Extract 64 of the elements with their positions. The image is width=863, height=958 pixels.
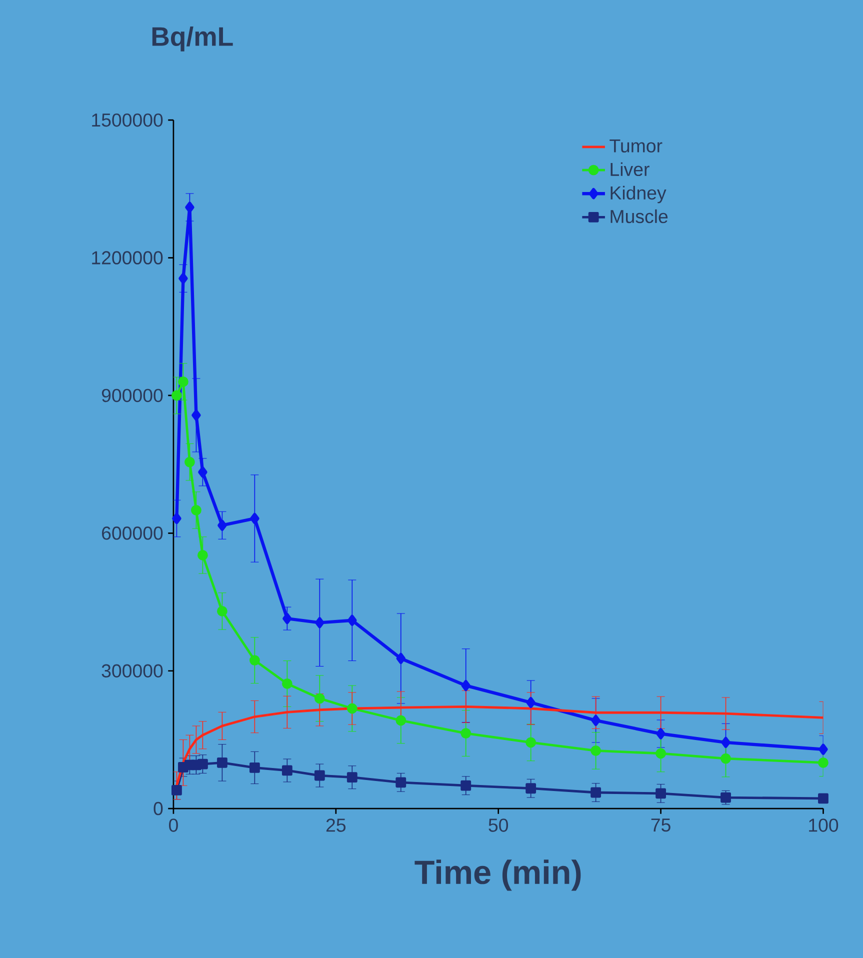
point: [655, 788, 666, 799]
point: [314, 770, 325, 781]
x-tick-label: 100: [808, 818, 838, 832]
point: [526, 696, 536, 708]
point: [818, 744, 828, 755]
point: [396, 652, 406, 664]
legend-label: Muscle: [610, 209, 668, 224]
x-tick-label: 25: [326, 818, 346, 832]
point: [191, 410, 201, 421]
point: [217, 520, 227, 531]
point: [590, 746, 601, 756]
point: [249, 655, 260, 666]
point: [282, 612, 292, 624]
point: [656, 728, 666, 740]
point: [172, 512, 182, 524]
legend-label: Liver: [610, 162, 650, 176]
point: [197, 758, 208, 770]
point: [396, 715, 406, 726]
x-tick-label: 75: [651, 818, 670, 832]
point: [818, 757, 828, 768]
point: [184, 456, 195, 468]
point: [655, 748, 666, 759]
point: [347, 614, 357, 626]
y-tick-label: 0: [154, 802, 163, 816]
y-tick-label: 300000: [102, 664, 163, 678]
point: [460, 780, 471, 791]
x-tick-label: 0: [168, 818, 178, 832]
point: [346, 703, 358, 714]
y-tick-label: 600000: [102, 526, 163, 540]
y-tick-label: 1200000: [92, 251, 163, 264]
point: [171, 784, 182, 796]
point: [216, 606, 228, 616]
point: [460, 728, 471, 738]
point: [190, 505, 202, 516]
point: [526, 783, 536, 794]
point: [314, 693, 325, 704]
x-axis-title: Time (min): [414, 860, 581, 891]
point: [197, 550, 208, 560]
point: [282, 765, 292, 776]
point: [178, 272, 188, 284]
point: [216, 757, 228, 768]
point: [184, 202, 194, 213]
x-tick-label: 50: [488, 818, 508, 832]
point: [250, 512, 260, 524]
point: [282, 678, 292, 689]
point: [198, 466, 208, 478]
point: [249, 762, 260, 773]
y-axis-title: Bq/mL: [152, 26, 233, 52]
point: [721, 736, 730, 748]
point: [526, 737, 536, 748]
point: [590, 787, 601, 798]
point: [314, 617, 324, 628]
point: [720, 753, 731, 764]
point: [178, 376, 188, 387]
point: [818, 793, 828, 804]
point: [346, 772, 358, 783]
legend-label: Tumor: [610, 139, 662, 152]
point: [591, 714, 600, 726]
point: [171, 390, 182, 401]
point: [396, 777, 406, 788]
y-tick-label: 900000: [102, 388, 163, 402]
point: [461, 680, 470, 692]
legend-label: Kidney: [610, 186, 666, 204]
y-tick-label: 1500000: [92, 113, 163, 127]
